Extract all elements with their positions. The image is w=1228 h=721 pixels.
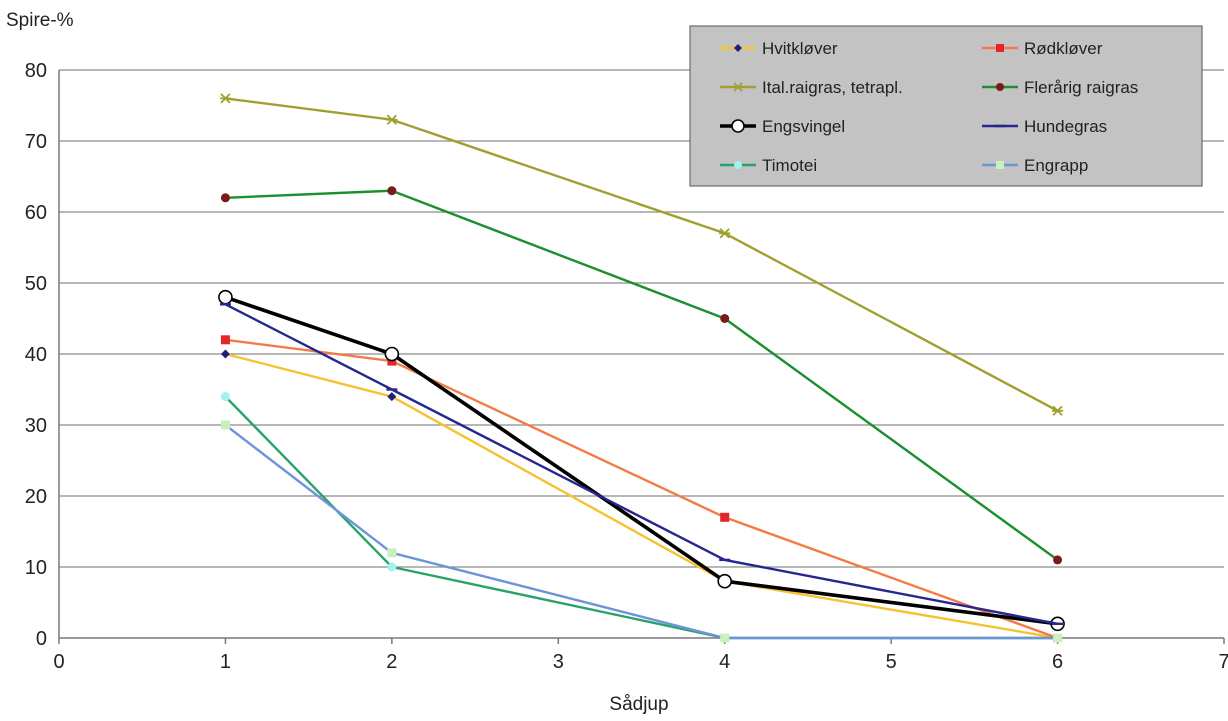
series-line xyxy=(225,97,1059,412)
legend-item: Hundegras xyxy=(982,117,1107,136)
legend-item: Hvitkløver xyxy=(720,39,838,58)
x-tick-label: 6 xyxy=(1052,651,1063,673)
y-tick-label: 60 xyxy=(25,202,47,224)
data-point xyxy=(720,314,730,323)
data-point xyxy=(387,392,397,402)
series-line xyxy=(225,189,1059,561)
data-point xyxy=(1053,633,1063,643)
series-lines xyxy=(218,93,1065,643)
data-point xyxy=(720,512,730,522)
legend-swatch-marker xyxy=(734,44,742,52)
legend-label: Timotei xyxy=(762,156,817,175)
legend-item: Ital.raigras, tetrapl. xyxy=(720,78,903,97)
data-point xyxy=(719,228,731,239)
legend-label: Engrapp xyxy=(1024,156,1088,175)
legend-item: Timotei xyxy=(720,156,817,175)
legend-label: Ital.raigras, tetrapl. xyxy=(762,78,903,97)
legend-item: Engrapp xyxy=(982,156,1088,175)
y-axis-title: Spire-% xyxy=(6,10,74,31)
legend: Hvitkløver Rødkløver Ital.raigras, tetrapl… xyxy=(689,25,1203,187)
legend-label: Rødkløver xyxy=(1024,39,1103,58)
legend-swatch-marker xyxy=(996,161,1004,169)
y-tick-label: 70 xyxy=(25,131,47,153)
data-point xyxy=(219,93,231,104)
data-point xyxy=(720,633,730,643)
legend-label: Engsvingel xyxy=(762,117,845,136)
y-tick-label: 80 xyxy=(25,60,47,82)
legend-swatch-marker xyxy=(731,119,745,133)
series-line xyxy=(224,295,1058,626)
legend-swatch-marker xyxy=(996,44,1004,52)
data-point xyxy=(387,562,397,572)
data-point xyxy=(220,335,230,345)
y-tick-label: 30 xyxy=(25,415,47,437)
data-point xyxy=(1052,405,1064,416)
legend-item: Flerårig raigras xyxy=(982,78,1138,97)
legend-label: Hvitkløver xyxy=(762,39,838,58)
data-point xyxy=(220,392,230,402)
series-line xyxy=(224,424,1058,640)
legend-swatch-marker xyxy=(734,161,742,169)
legend-swatch-marker xyxy=(733,82,743,92)
series-5 xyxy=(219,303,1064,625)
x-tick-label: 5 xyxy=(886,651,897,673)
x-tick-label: 1 xyxy=(220,651,231,673)
data-point xyxy=(387,548,397,558)
data-point xyxy=(717,573,733,589)
series-line xyxy=(225,352,1058,640)
data-point xyxy=(384,346,400,362)
data-point xyxy=(387,186,397,196)
y-tick-label: 0 xyxy=(36,628,47,650)
series-1 xyxy=(220,335,1063,643)
data-point xyxy=(1053,555,1063,565)
x-tick-label: 2 xyxy=(386,651,397,673)
x-tick-label: 0 xyxy=(53,651,64,673)
tick-labels: 0 10 20 30 40 50 60 70 80 0 1 2 3 4 5 6 7 xyxy=(25,60,1228,673)
legend-label: Hundegras xyxy=(1024,117,1107,136)
data-point xyxy=(220,349,230,359)
data-point xyxy=(218,289,233,305)
series-2 xyxy=(219,93,1064,416)
data-point xyxy=(220,193,230,203)
x-tick-label: 7 xyxy=(1218,651,1228,673)
data-point xyxy=(220,420,230,430)
x-tick-label: 3 xyxy=(553,651,564,673)
series-4 xyxy=(218,289,1065,632)
legend-item: Rødkløver xyxy=(982,39,1103,58)
y-tick-label: 20 xyxy=(25,486,47,508)
y-tick-label: 10 xyxy=(25,557,47,579)
x-axis-title: Sådjup xyxy=(609,694,668,715)
y-tick-label: 50 xyxy=(25,273,47,295)
legend-item: Engsvingel xyxy=(720,117,845,136)
series-3 xyxy=(220,186,1063,565)
x-tick-label: 4 xyxy=(719,651,730,673)
data-point xyxy=(386,114,398,125)
legend-swatch-marker xyxy=(996,83,1004,91)
series-7 xyxy=(220,420,1063,643)
series-line xyxy=(224,303,1058,625)
y-tick-label: 40 xyxy=(25,344,47,366)
legend-box xyxy=(689,25,1203,187)
series-line xyxy=(225,338,1058,640)
legend-label: Flerårig raigras xyxy=(1024,78,1138,97)
